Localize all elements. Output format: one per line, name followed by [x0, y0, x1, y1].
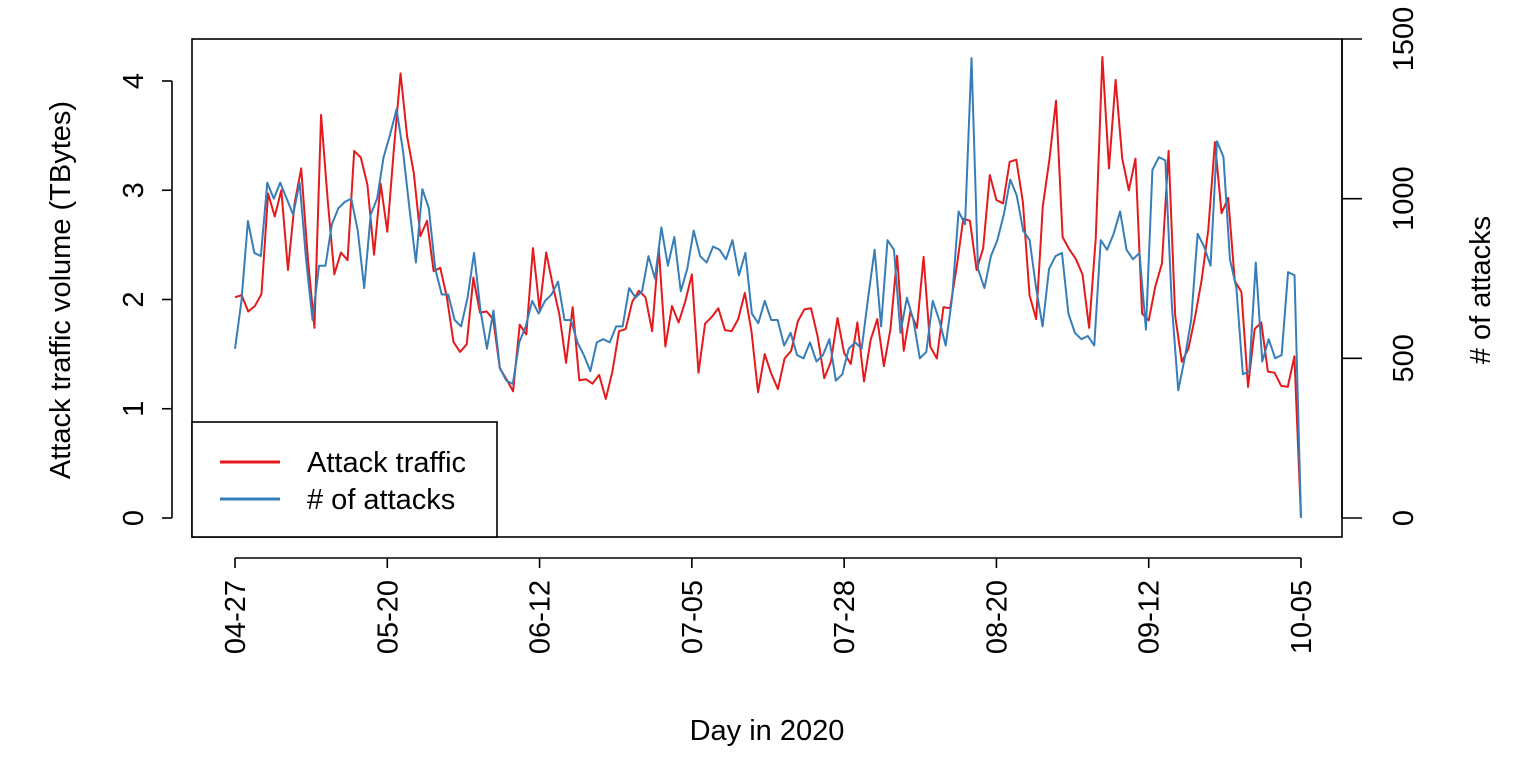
y-tick-label-left: 3 — [118, 182, 150, 198]
legend-box — [191, 421, 498, 538]
x-tick-label: 06-12 — [525, 580, 557, 654]
y-axis-left: 0 1 2 3 4 — [118, 73, 173, 526]
y-tick-label-right: 1500 — [1388, 7, 1420, 72]
y-tick-label-right: 1000 — [1388, 166, 1420, 231]
y-axis-right-label: # of attacks — [1465, 216, 1497, 364]
legend-label-attack-traffic: Attack traffic — [307, 447, 466, 479]
y-tick-label-right: 500 — [1388, 334, 1420, 382]
series-line-number-of-attacks — [234, 57, 1302, 519]
y-tick-label-left: 4 — [118, 73, 150, 89]
y-tick-label-left: 1 — [118, 401, 150, 417]
y-tick-label-left: 0 — [118, 510, 150, 526]
series-layer — [234, 55, 1302, 519]
legend: Attack traffic # of attacks — [191, 421, 498, 538]
x-tick-label: 10-05 — [1286, 580, 1318, 654]
x-axis-label: Day in 2020 — [690, 715, 845, 747]
x-tick-label: 07-05 — [677, 580, 709, 654]
series-line-attack-traffic — [234, 55, 1302, 519]
y-axis-right: 0 500 1000 1500 — [1341, 7, 1420, 526]
x-axis: 04-27 05-20 06-12 07-05 07-28 08-20 09-12 10-05 — [220, 557, 1318, 654]
legend-label-number-of-attacks: # of attacks — [307, 484, 455, 516]
y-axis-left-label: Attack traffic volume (TBytes) — [45, 101, 77, 479]
x-tick-label: 08-20 — [981, 580, 1013, 654]
x-tick-label: 04-27 — [220, 580, 252, 654]
x-tick-label: 05-20 — [372, 580, 404, 654]
y-tick-label-left: 2 — [118, 291, 150, 307]
y-tick-label-right: 0 — [1388, 510, 1420, 526]
x-tick-label: 07-28 — [829, 580, 861, 654]
x-tick-label: 09-12 — [1134, 580, 1166, 654]
